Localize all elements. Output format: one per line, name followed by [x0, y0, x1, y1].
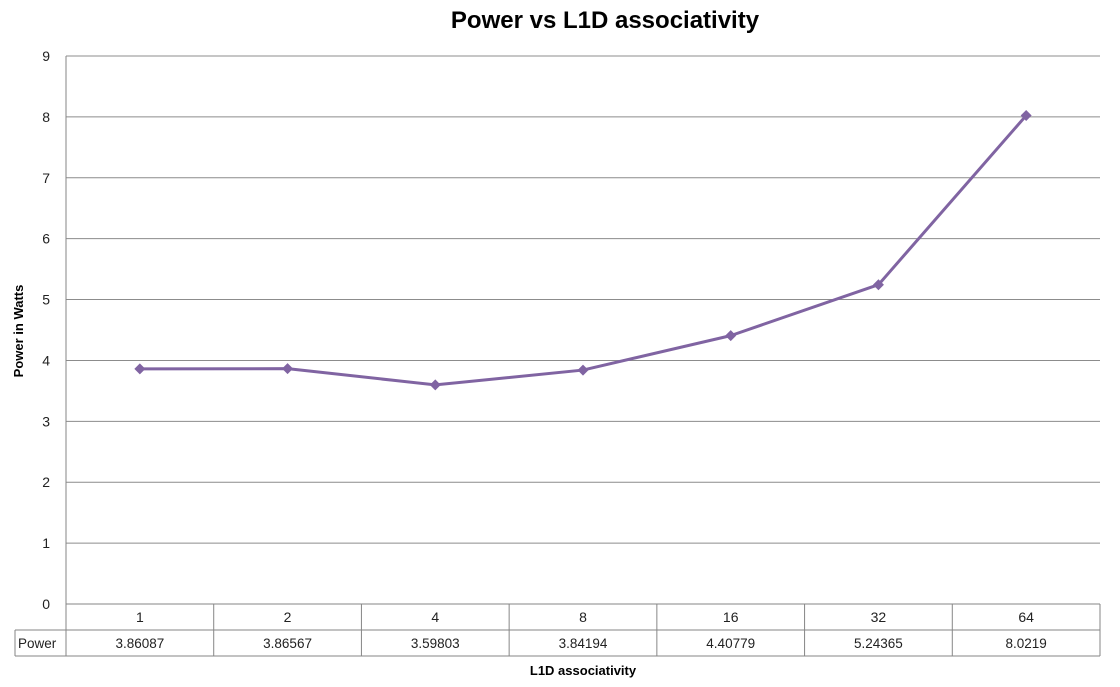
table-value-2: 3.86567: [263, 636, 312, 651]
table-value-8: 3.84194: [559, 636, 608, 651]
x-tick-label-1: 1: [136, 609, 144, 625]
data-point-1: [134, 363, 146, 375]
x-tick-label-2: 2: [284, 609, 292, 625]
y-tick-label-6: 6: [42, 231, 50, 247]
table-series-name: Power: [18, 636, 57, 651]
table-value-16: 4.40779: [706, 636, 755, 651]
x-tick-label-64: 64: [1018, 609, 1034, 625]
y-tick-label-0: 0: [42, 596, 50, 612]
data-point-4: [429, 379, 441, 391]
y-tick-label-2: 2: [42, 474, 50, 490]
chart-title: Power vs L1D associativity: [451, 7, 760, 34]
data-point-32: [872, 279, 884, 291]
data-point-2: [282, 363, 294, 375]
y-axis-title: Power in Watts: [11, 285, 26, 378]
table-value-1: 3.86087: [115, 636, 164, 651]
data-point-64: [1020, 110, 1032, 122]
y-tick-label-7: 7: [42, 170, 50, 186]
table-value-64: 8.0219: [1005, 636, 1046, 651]
y-tick-label-3: 3: [42, 413, 50, 429]
x-tick-label-32: 32: [871, 609, 887, 625]
y-tick-label-1: 1: [42, 535, 50, 551]
data-point-16: [725, 330, 737, 342]
table-value-4: 3.59803: [411, 636, 460, 651]
y-tick-label-4: 4: [42, 352, 50, 368]
y-tick-label-9: 9: [42, 48, 50, 64]
x-tick-label-4: 4: [431, 609, 439, 625]
data-table: 1 2 4 8 16 32 64 Power 3.86087 3.86567 3.59803 3.84…: [14, 603, 1101, 657]
y-tick-label-5: 5: [42, 292, 50, 308]
gridlines: [65, 55, 1100, 605]
series-power: [134, 110, 1032, 391]
table-value-32: 5.24365: [854, 636, 903, 651]
x-tick-label-8: 8: [579, 609, 587, 625]
series-line-power: [139, 114, 1028, 387]
x-axis-title: L1D associativity: [530, 663, 637, 678]
y-tick-label-8: 8: [42, 109, 50, 125]
data-point-8: [577, 364, 589, 376]
y-axis-tick-labels: 0 1 2 3 4 5 6 7 8 9: [42, 48, 50, 612]
x-tick-label-16: 16: [723, 609, 739, 625]
